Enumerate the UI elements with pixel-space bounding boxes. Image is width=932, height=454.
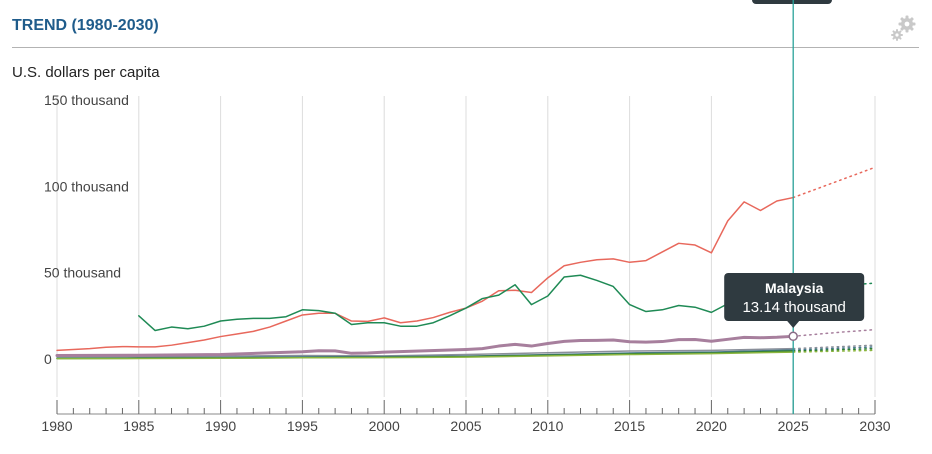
x-tick-label: 1980 (41, 418, 72, 434)
title-divider (12, 47, 919, 48)
top-tooltip-tab (752, 0, 832, 4)
series-line (138, 274, 794, 332)
y-tick-label: 150 thousand (44, 92, 129, 108)
y-tick-label: 100 thousand (44, 178, 129, 194)
series-projection (792, 328, 876, 338)
x-tick-label: 1990 (205, 418, 236, 434)
x-tick-label: 2005 (450, 418, 481, 434)
tooltip-box (724, 273, 865, 321)
x-tick-label: 2020 (696, 418, 727, 434)
overlay: Malaysia 13.14 thousand (724, 0, 865, 414)
x-tick-label: 1985 (123, 418, 154, 434)
x-tick-label: 2030 (859, 418, 890, 434)
tooltip-pointer (787, 321, 800, 328)
x-tick-label: 1995 (287, 418, 318, 434)
tooltip-value: 13.14 thousand (742, 299, 845, 316)
y-tick-label: 50 thousand (44, 265, 121, 281)
x-tick-label: 2000 (369, 418, 400, 434)
x-tick-label: 2025 (778, 418, 809, 434)
series-projection (792, 347, 876, 352)
tooltip-country: Malaysia (765, 280, 824, 296)
x-tick-label: 2010 (532, 418, 563, 434)
series-projection (792, 349, 876, 353)
series-projection (792, 344, 876, 350)
series-line (55, 334, 795, 358)
series-line (56, 351, 794, 360)
series-lines (55, 166, 876, 360)
gear-icon[interactable] (888, 14, 918, 44)
x-axis: 1980 1985 1990 1995 2000 2005 2010 2015 2020 2025… (41, 400, 891, 434)
y-axis-labels: 0 50 thousand 100 thousand 150 thousand (44, 92, 129, 367)
highlight-point (788, 331, 798, 342)
x-tick-label: 2015 (614, 418, 645, 434)
series-projection (792, 346, 876, 351)
chart-title: TREND (1980-2030) (12, 17, 159, 34)
series-projection (792, 166, 876, 199)
unit-label: U.S. dollars per capita (12, 64, 160, 81)
y-tick-label: 0 (44, 351, 52, 367)
series-line (56, 196, 794, 352)
